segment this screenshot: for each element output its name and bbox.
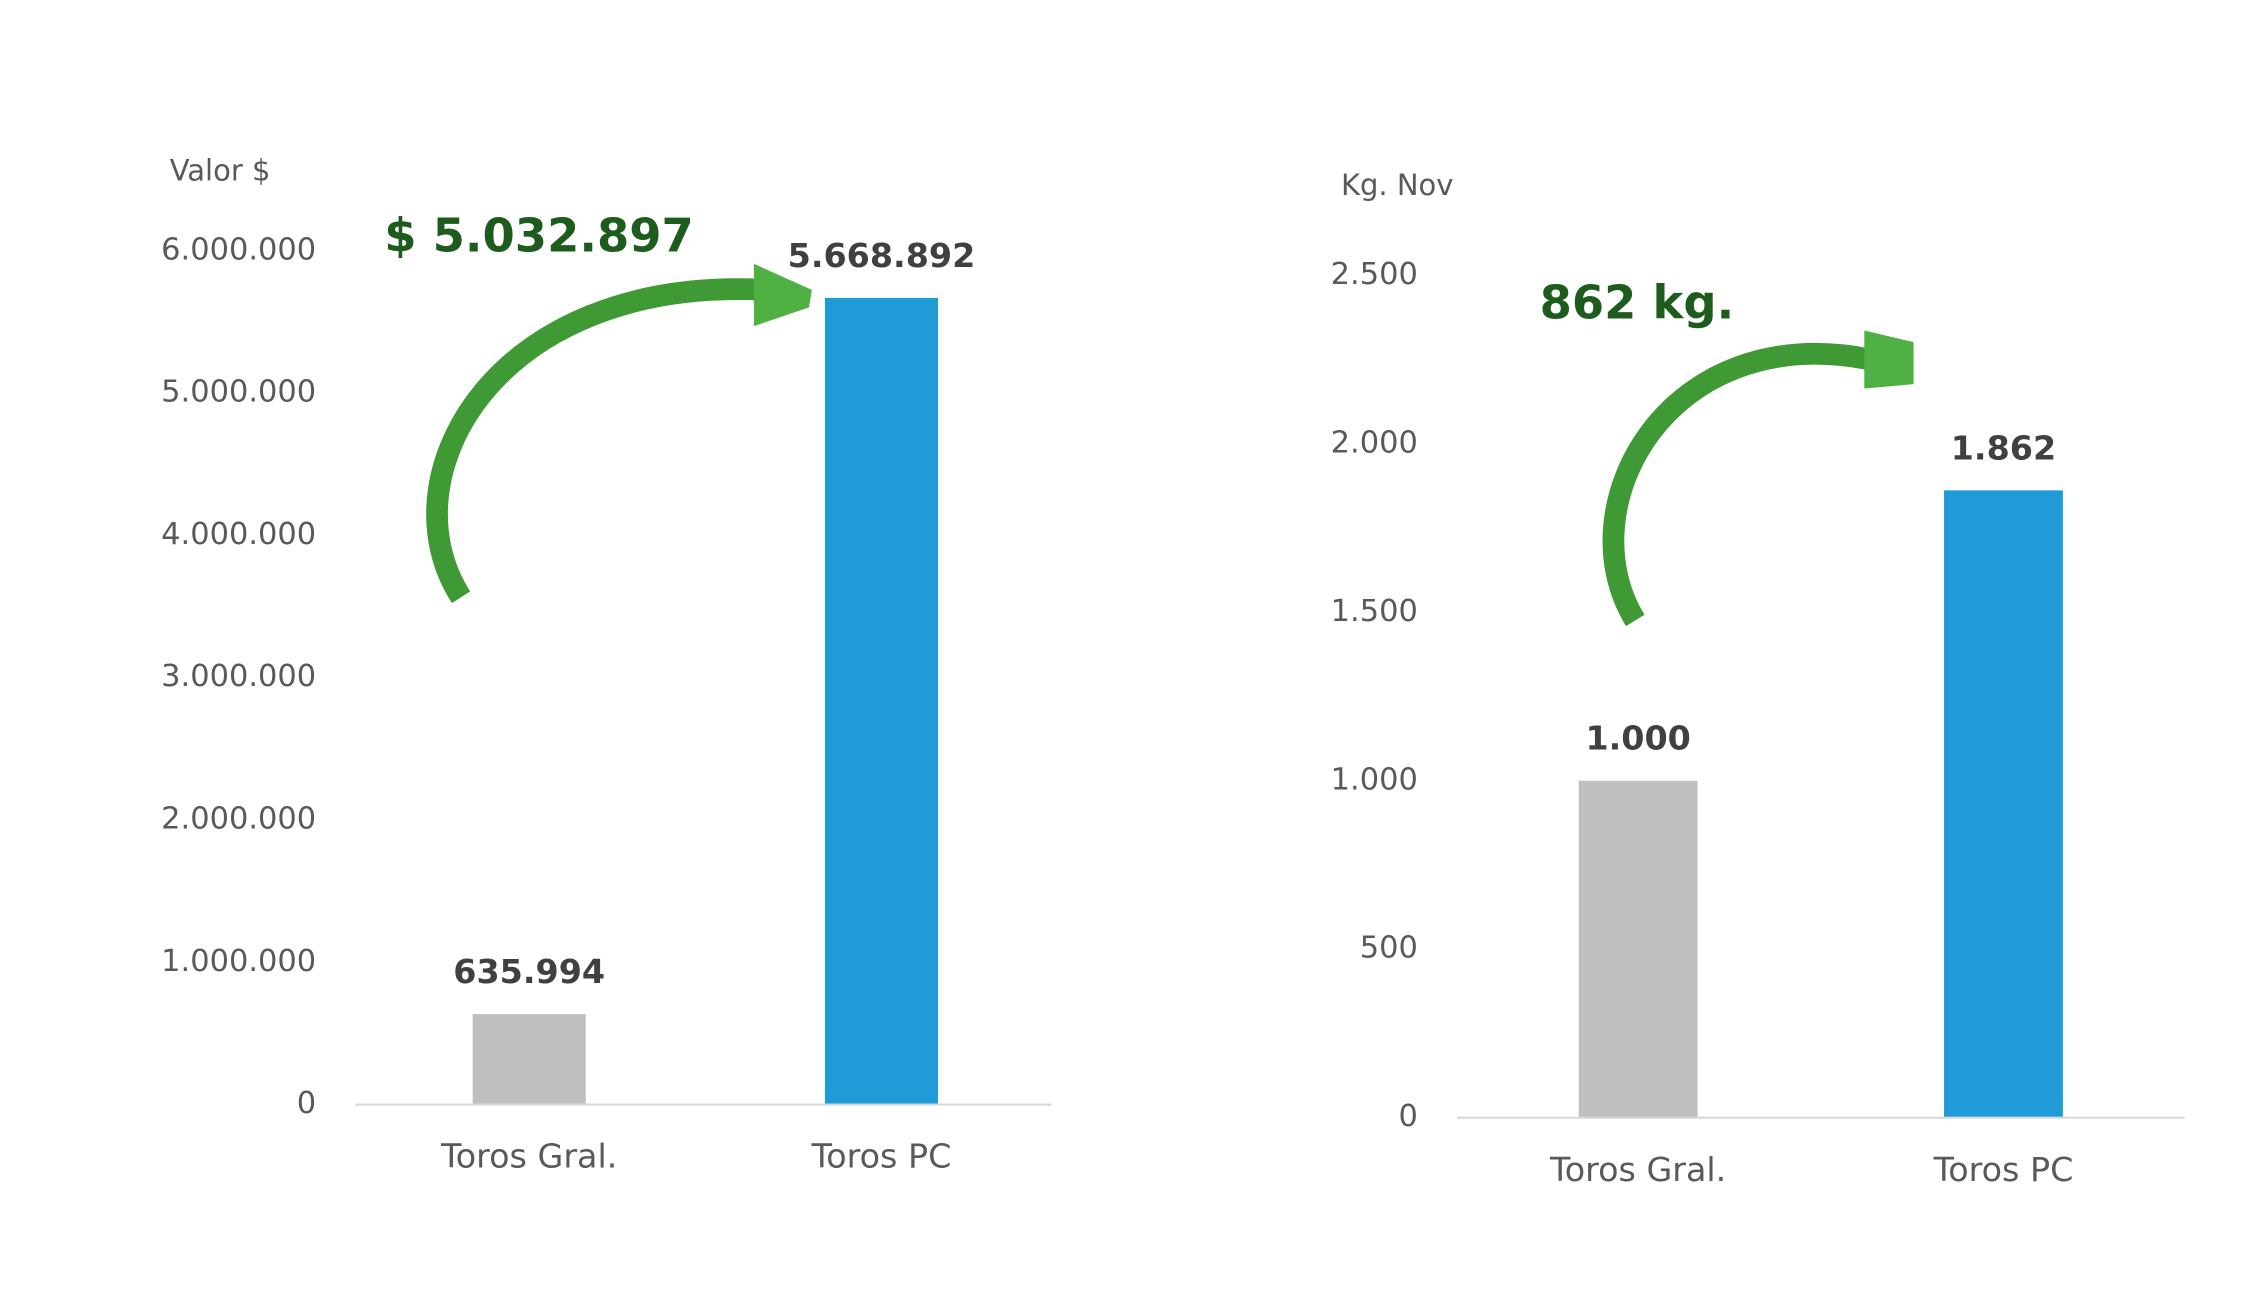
y-tick-label: 1.500 — [1331, 594, 1418, 629]
y-tick-label: 2.000.000 — [161, 801, 316, 836]
arrow — [1602, 343, 1873, 627]
y-tick-label: 5.000.000 — [161, 375, 316, 410]
y-tick-label: 500 — [1360, 931, 1418, 966]
value-label: 5.668.892 — [788, 236, 976, 275]
annotation: $ 5.032.897 — [384, 209, 694, 263]
y-tick-label: 6.000.000 — [161, 232, 316, 267]
value-label: 635.994 — [453, 952, 605, 991]
x-tick-label: Toros Gral. — [440, 1137, 617, 1176]
annotation: 862 kg. — [1540, 275, 1735, 329]
y-tick-label: 3.000.000 — [161, 659, 316, 694]
x-tick-label: Toros PC — [811, 1137, 952, 1176]
y-tick-label: 2.500 — [1331, 257, 1418, 292]
bar — [1944, 490, 2063, 1118]
arrow — [426, 278, 767, 604]
arrow-head — [753, 263, 812, 327]
y-tick-label: 2.000 — [1331, 425, 1418, 460]
y-axis-label: Kg. Nov — [1341, 168, 1453, 202]
x-tick-label: Toros Gral. — [1549, 1150, 1726, 1189]
y-tick-label: 1.000.000 — [161, 944, 316, 979]
y-axis-label: Valor $ — [170, 154, 271, 188]
y-tick-label: 1.000 — [1331, 762, 1418, 797]
bar — [472, 1014, 586, 1105]
value-label: 1.862 — [1951, 428, 2056, 467]
y-tick-label: 4.000.000 — [161, 517, 316, 552]
value-label: 1.000 — [1585, 719, 1690, 758]
bar — [1578, 780, 1698, 1118]
y-tick-label: 0 — [1398, 1099, 1417, 1134]
arrow-head — [1864, 330, 1914, 389]
y-tick-label: 0 — [297, 1086, 316, 1121]
bar — [824, 297, 938, 1105]
x-tick-label: Toros PC — [1933, 1150, 2074, 1189]
